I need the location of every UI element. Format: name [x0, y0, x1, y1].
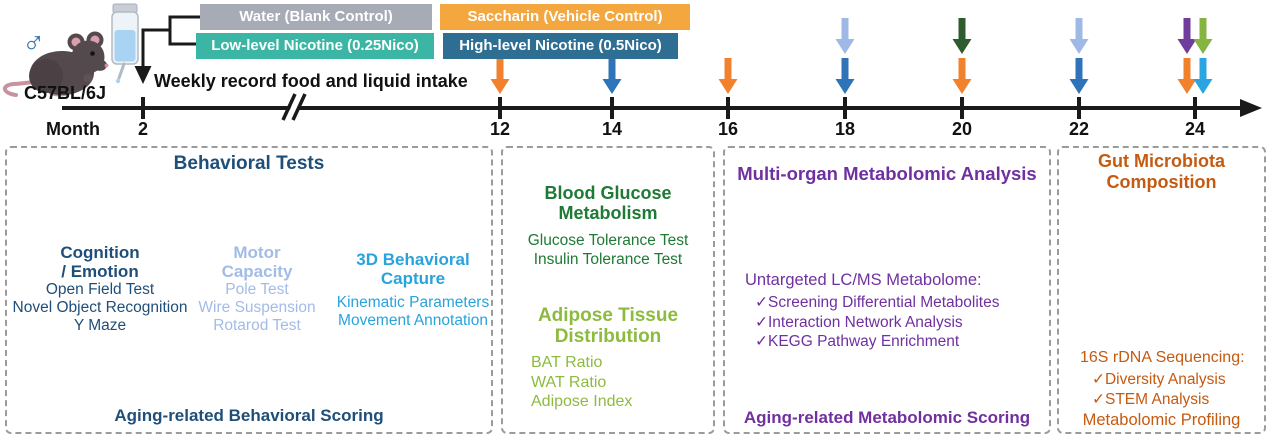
glucose-item: Insulin Tolerance Test: [533, 250, 683, 268]
mouse-eye: [90, 51, 95, 56]
metabolomic-check-item: ✓Interaction Network Analysis: [755, 313, 963, 331]
cognition-title-line1: Cognition: [60, 243, 140, 262]
mouse-nose: [104, 63, 109, 68]
capture3d-item: Movement Annotation: [338, 312, 488, 329]
adipose-items: BAT Ratio WAT Ratio Adipose Index: [531, 353, 632, 412]
behavior-outcome-label: Aging-related Behavioral Scoring: [114, 406, 384, 425]
month-tick-12: 12: [489, 119, 511, 139]
behavior-panel-title: Behavioral Tests: [173, 153, 325, 174]
legend-water: Water (Blank Control): [200, 4, 432, 30]
motor-column: Motor Capacity Pole Test Wire Suspension…: [167, 243, 347, 335]
capture3d-title-line1: 3D Behavioral: [356, 250, 470, 269]
microbiota-checklist: ✓Diversity Analysis ✓STEM Analysis: [1092, 370, 1226, 410]
event-arrow-m24-orange: [1177, 58, 1197, 94]
panel-glucose-adipose: [501, 146, 715, 434]
event-arrow-m24-cyan: [1193, 58, 1213, 94]
panel-metabolomic: [723, 146, 1051, 434]
male-symbol: ♂: [22, 24, 46, 59]
mouse-illustration: [2, 31, 109, 97]
motor-item: Rotarod Test: [213, 317, 301, 334]
metabolomic-checklist: ✓Screening Differential Metabolites ✓Int…: [755, 293, 999, 352]
event-arrow-m16: [718, 58, 738, 94]
adipose-item: BAT Ratio: [531, 354, 603, 371]
adipose-item: Adipose Index: [531, 393, 633, 410]
event-arrow-m12-saccharin: [490, 58, 510, 94]
water-bottle-icon: [111, 3, 139, 84]
mouse-snout: [92, 58, 108, 71]
blood-glucose-items: Glucose Tolerance Test Insulin Tolerance…: [501, 232, 715, 269]
microbiota-method-label: 16S rDNA Sequencing:: [1080, 349, 1245, 366]
strain-label: C57BL/6J: [23, 83, 107, 103]
month-tick-22: 22: [1068, 119, 1090, 139]
motor-title-line1: Motor: [233, 243, 281, 262]
capture3d-column: 3D Behavioral Capture Kinematic Paramete…: [318, 250, 508, 330]
month-tick-24: 24: [1184, 119, 1206, 139]
month-tick-14: 14: [601, 119, 623, 139]
weekly-note-arrowhead: [134, 66, 152, 84]
blood-glucose-title-line2: Metabolism: [558, 203, 658, 223]
cognition-item: Novel Object Recognition: [12, 299, 188, 316]
panel-microbiota: [1057, 146, 1266, 434]
microbiota-check-item: ✓STEM Analysis: [1092, 391, 1210, 408]
adipose-title-line2: Distribution: [554, 326, 662, 347]
panel-behavioral-tests: [5, 146, 493, 434]
cognition-title-line2: / Emotion: [61, 262, 139, 281]
legend-high-nicotine: High-level Nicotine (0.5Nico): [443, 33, 678, 59]
event-arrow-m20-upper: [952, 18, 972, 54]
capture3d-title-line2: Capture: [380, 269, 446, 288]
capture3d-item: Kinematic Parameters: [336, 294, 490, 311]
legend-bracket: [141, 15, 200, 67]
cognition-column: Cognition / Emotion Open Field Test Nove…: [10, 243, 190, 335]
metabolomic-method-label: Untargeted LC/MS Metabolome:: [745, 271, 982, 289]
axis-arrowhead: [1240, 99, 1262, 117]
axis-ticks: [141, 97, 1197, 119]
event-arrow-m22-upper: [1069, 18, 1089, 54]
event-arrow-m18-lower: [835, 58, 855, 94]
microbiota-panel-title: Gut Microbiota Composition: [1057, 151, 1266, 192]
legend-saccharin: Saccharin (Vehicle Control): [440, 4, 690, 30]
weekly-note: Weekly record food and liquid intake: [154, 71, 468, 91]
month-axis-label: Month: [46, 119, 100, 139]
event-arrow-m24-purple: [1177, 18, 1197, 54]
blood-glucose-title-line1: Blood Glucose: [544, 183, 672, 203]
cognition-item: Y Maze: [73, 317, 127, 334]
month-tick-2: 2: [137, 119, 149, 139]
month-tick-20: 20: [951, 119, 973, 139]
adipose-item: WAT Ratio: [531, 373, 607, 391]
motor-item: Pole Test: [225, 281, 289, 298]
month-tick-16: 16: [717, 119, 739, 139]
month-tick-18: 18: [834, 119, 856, 139]
adipose-title-line1: Adipose Tissue: [537, 305, 679, 326]
event-arrow-m22-lower: [1069, 58, 1089, 94]
timeline-axis: [62, 92, 1262, 122]
microbiota-check-item: ✓Diversity Analysis: [1092, 371, 1226, 388]
mouse-haunch: [29, 59, 63, 93]
legend-low-nicotine: Low-level Nicotine (0.25Nico): [196, 33, 434, 59]
adipose-title: Adipose Tissue Distribution: [501, 305, 715, 347]
metabolomic-check-item: ✓KEGG Pathway Enrichment: [755, 333, 960, 350]
mouse-paw: [83, 73, 93, 83]
event-arrow-m24-green: [1193, 18, 1213, 54]
microbiota-title-line1: Gut Microbiota: [1098, 151, 1225, 171]
motor-title-line2: Capacity: [221, 262, 293, 281]
event-arrow-m14-behavior: [602, 58, 622, 94]
axis-break-icon: [281, 92, 307, 122]
glucose-item: Glucose Tolerance Test: [527, 232, 689, 249]
metabolomic-outcome-label: Aging-related Metabolomic Scoring: [743, 408, 1031, 427]
metabolomic-check-item: ✓Screening Differential Metabolites: [755, 294, 1000, 311]
event-arrow-m20-lower: [952, 58, 972, 94]
motor-item: Wire Suspension: [198, 299, 316, 316]
blood-glucose-title: Blood Glucose Metabolism: [501, 183, 715, 223]
event-arrow-m18-upper: [835, 18, 855, 54]
metabolomic-panel-title: Multi-organ Metabolomic Analysis: [737, 163, 1037, 184]
cognition-item: Open Field Test: [45, 281, 155, 298]
microbiota-footer-label: Metabolomic Profiling: [1082, 411, 1241, 429]
microbiota-title-line2: Composition: [1106, 171, 1217, 192]
